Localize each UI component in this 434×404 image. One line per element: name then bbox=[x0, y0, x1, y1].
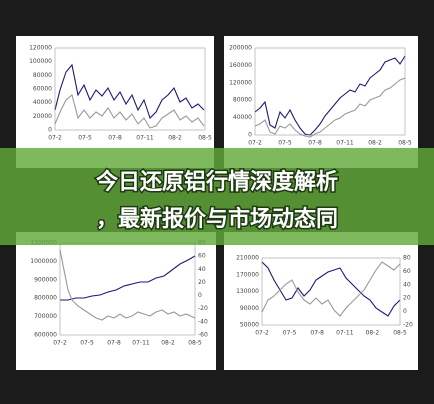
x-tick-label: 07-11 bbox=[136, 135, 154, 142]
plot-frame bbox=[54, 47, 206, 131]
x-tick-label: 08-2 bbox=[368, 140, 382, 147]
y2-tick-label: 80 bbox=[403, 255, 411, 262]
decor-lines bbox=[54, 55, 406, 321]
x-tick-label: 08-2 bbox=[168, 135, 182, 142]
x-tick-label: 08-5 bbox=[188, 340, 202, 347]
y-tick-label: 210000 bbox=[236, 255, 259, 262]
y2-tick-label: 0 bbox=[198, 292, 202, 299]
x-tick-label: 07-2 bbox=[255, 330, 269, 337]
line bbox=[54, 63, 205, 120]
x-tick-label: 07-8 bbox=[107, 340, 121, 347]
y2-tick-label: 60 bbox=[403, 268, 411, 275]
y2-tick-label: 20 bbox=[198, 279, 206, 286]
x-tick-label: 07-8 bbox=[308, 140, 322, 147]
y2-tick-label: 20 bbox=[403, 295, 411, 302]
x-tick-label: 07-8 bbox=[310, 330, 324, 337]
x-tick-label: 08-2 bbox=[366, 330, 380, 337]
y-tick-label: 900000 bbox=[34, 276, 57, 283]
y-tick-label: 200000 bbox=[229, 45, 252, 52]
y-tick-label: 80000 bbox=[233, 97, 252, 104]
line bbox=[261, 261, 401, 317]
x-tick-label: 07-5 bbox=[278, 140, 292, 147]
x-tick-label: 08-5 bbox=[393, 330, 407, 337]
x-tick-label: 08-2 bbox=[161, 340, 175, 347]
y-tick-label: 160000 bbox=[229, 62, 252, 69]
x-tick-label: 07-5 bbox=[78, 135, 92, 142]
line bbox=[60, 255, 196, 301]
y-tick-label: 700000 bbox=[34, 313, 57, 320]
y-tick-label: 40000 bbox=[233, 114, 252, 121]
y-tick-label: 90000 bbox=[240, 305, 259, 312]
line bbox=[254, 77, 406, 138]
line bbox=[54, 94, 205, 129]
y2-tick-label: 60 bbox=[198, 253, 206, 260]
y2-tick-label: 0 bbox=[403, 308, 407, 315]
y-tick-label: 1000000 bbox=[30, 258, 57, 265]
y-tick-label: 120000 bbox=[29, 45, 52, 52]
y2-tick-label: 40 bbox=[403, 281, 411, 288]
y-tick-label: 20000 bbox=[33, 113, 52, 120]
y2-tick-label: 40 bbox=[198, 266, 206, 273]
x-tick-label: 07-11 bbox=[336, 140, 354, 147]
y2-tick-label: -40 bbox=[198, 318, 208, 325]
panel bbox=[16, 36, 214, 168]
y-tick-label: 170000 bbox=[236, 271, 259, 278]
x-tick-label: 07-2 bbox=[48, 135, 62, 142]
line bbox=[59, 249, 196, 321]
x-tick-label: 07-8 bbox=[108, 135, 122, 142]
y-tick-label: 600000 bbox=[34, 332, 57, 339]
y-tick-label: 0 bbox=[48, 127, 52, 134]
banner-title: 今日还原铝行情深度解析 bbox=[96, 169, 338, 195]
y2-tick-label: -20 bbox=[198, 305, 208, 312]
y-tick-label: 60000 bbox=[33, 86, 52, 93]
line bbox=[261, 261, 401, 317]
plot-frame bbox=[261, 257, 401, 326]
banner bbox=[0, 148, 434, 245]
y-tick-label: 130000 bbox=[236, 288, 259, 295]
x-tick-label: 07-5 bbox=[283, 330, 297, 337]
y2-tick-label: -60 bbox=[198, 332, 208, 339]
y2-tick-label: -20 bbox=[403, 322, 413, 329]
x-tick-label: 07-11 bbox=[132, 340, 150, 347]
y-tick-label: 100000 bbox=[29, 58, 52, 65]
x-tick-label: 08-5 bbox=[398, 140, 412, 147]
line bbox=[254, 55, 406, 136]
y-tick-label: 80000 bbox=[33, 72, 52, 79]
panel bbox=[16, 232, 216, 370]
x-tick-label: 07-11 bbox=[336, 330, 354, 337]
x-tick-label: 08-5 bbox=[198, 135, 212, 142]
banner-title: ，最新报价与市场动态同 bbox=[96, 206, 338, 232]
y-tick-label: 40000 bbox=[33, 99, 52, 106]
y-tick-label: 50000 bbox=[240, 322, 259, 329]
y-tick-label: 120000 bbox=[229, 79, 252, 86]
y-tick-label: 0 bbox=[248, 132, 252, 139]
panel bbox=[224, 232, 418, 370]
x-tick-label: 07-2 bbox=[248, 140, 262, 147]
panel bbox=[224, 36, 418, 168]
plot-frame bbox=[254, 47, 406, 136]
x-tick-label: 07-2 bbox=[53, 340, 67, 347]
y-tick-label: 800000 bbox=[34, 295, 57, 302]
x-tick-label: 07-5 bbox=[80, 340, 94, 347]
